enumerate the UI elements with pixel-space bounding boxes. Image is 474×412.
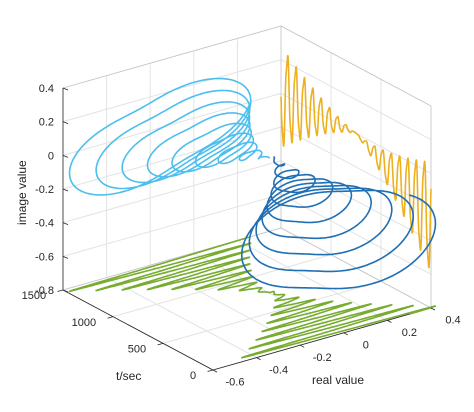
- z-tick-label: -0.6: [35, 251, 54, 263]
- z-tick-mark: [62, 121, 69, 125]
- z-tick-label: -0.2: [35, 184, 54, 196]
- box-edge: [62, 25, 282, 89]
- x-tick-mark: [212, 369, 218, 373]
- t-tick-mark: [157, 342, 164, 346]
- t-tick-label: 1000: [72, 317, 96, 329]
- grid-line-z-back: [62, 92, 282, 156]
- t-tick-label: 500: [128, 343, 146, 355]
- grid-line-z-side: [280, 59, 432, 141]
- z-tick-mark: [62, 222, 69, 226]
- z-tick-label: 0.4: [39, 83, 54, 95]
- x-tick-label: -0.4: [269, 364, 288, 376]
- t-tick-mark: [207, 369, 214, 372]
- series-lightblue-spiral: [68, 77, 271, 196]
- x-tick-mark: [300, 344, 305, 348]
- grid-line-x-floor: [106, 277, 257, 359]
- x-tick-label: -0.6: [226, 377, 245, 389]
- t-tick-label: 1500: [22, 290, 46, 302]
- z-tick-label: -0.4: [35, 218, 54, 230]
- grid-line-z-back: [62, 160, 282, 224]
- t-tick-mark: [57, 289, 64, 292]
- z-tick-mark: [62, 87, 69, 91]
- z-tick-label: -0.8: [35, 285, 54, 297]
- t-tick-mark: [107, 316, 114, 319]
- grid-line-t-floor: [162, 280, 382, 344]
- y-axis-label: t/sec: [116, 369, 141, 383]
- z-axis-label: image value: [15, 160, 29, 225]
- tick-labels: -0.6 -0.4 -0.2 0 0.2 0.4 0 500 1000 1500-0.8 -0.6 -…: [22, 83, 461, 389]
- x-tick-mark: [430, 307, 436, 311]
- grid-line-z-side: [280, 126, 432, 208]
- data-curves: [68, 54, 437, 359]
- x-tick-label: 0: [363, 340, 369, 352]
- series-green-projection: [68, 236, 437, 359]
- grid-line-t-floor: [112, 254, 332, 318]
- z-tick-mark: [62, 154, 69, 158]
- x-tick-label: 0.4: [445, 315, 460, 327]
- x-axis-line: [212, 307, 432, 371]
- t-axis-line: [62, 289, 214, 371]
- axes-panes: [63, 26, 431, 370]
- z-tick-mark: [62, 289, 69, 293]
- z-tick-mark: [62, 188, 69, 192]
- x-tick-mark: [343, 332, 348, 336]
- x-tick-mark: [256, 357, 261, 361]
- x-axis-label: real value: [312, 373, 364, 387]
- x-tick-label: 0.2: [402, 327, 417, 339]
- series-yellow-projection: [280, 54, 432, 269]
- floor-pane: [63, 228, 431, 370]
- z-tick-mark: [62, 255, 69, 259]
- grid-line-x-floor: [149, 264, 301, 346]
- series-blue-spiral: [241, 155, 437, 290]
- z-tick-label: 0: [48, 150, 54, 162]
- box-edge: [280, 25, 432, 107]
- z-tick-label: 0.2: [39, 117, 54, 129]
- t-tick-label: 0: [190, 370, 196, 382]
- x-tick-label: -0.2: [313, 352, 332, 364]
- grid-line-z-back: [62, 193, 282, 257]
- x-tick-mark: [387, 320, 392, 323]
